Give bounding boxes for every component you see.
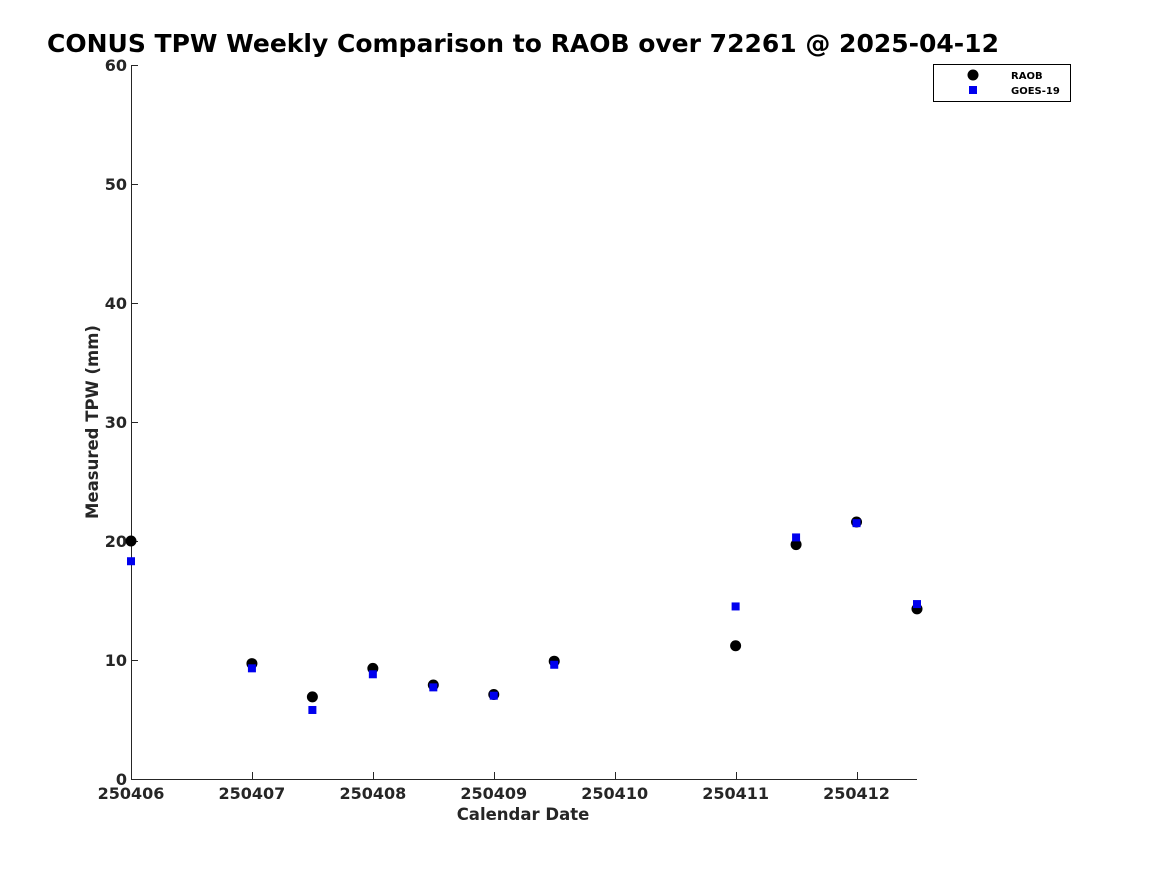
legend-box bbox=[933, 64, 1071, 102]
point-goes-19 bbox=[550, 660, 559, 669]
y-axis-label: Measured TPW (mm) bbox=[83, 325, 102, 519]
x-tick-label: 250410 bbox=[581, 784, 648, 803]
x-tick-label: 250407 bbox=[219, 784, 286, 803]
legend: RAOB GOES-19 bbox=[933, 64, 1071, 102]
x-tick-label: 250409 bbox=[460, 784, 527, 803]
point-goes-19 bbox=[127, 557, 135, 566]
point-goes-19 bbox=[792, 533, 801, 542]
point-goes-19 bbox=[913, 600, 921, 609]
point-raob bbox=[790, 539, 802, 551]
x-ticks: 250406 250407 250408 250409 250410 250411 2504… bbox=[98, 772, 890, 803]
point-goes-19 bbox=[247, 664, 256, 673]
point-raob bbox=[730, 640, 742, 652]
legend-marker-goes bbox=[969, 86, 977, 94]
y-ticks: 0 10 20 30 40 50 60 bbox=[105, 56, 138, 789]
data-points bbox=[125, 516, 923, 714]
point-goes-19 bbox=[368, 670, 377, 679]
point-raob bbox=[125, 535, 137, 547]
y-tick-label: 50 bbox=[105, 175, 127, 194]
x-tick-label: 250408 bbox=[339, 784, 406, 803]
point-goes-19 bbox=[308, 705, 317, 714]
x-axis-label: Calendar Date bbox=[457, 805, 590, 824]
legend-label-raob: RAOB bbox=[1011, 71, 1043, 82]
y-tick-label: 0 bbox=[116, 770, 127, 789]
y-tick-label: 60 bbox=[105, 56, 127, 75]
point-goes-19 bbox=[429, 683, 438, 692]
y-tick-label: 40 bbox=[105, 294, 127, 313]
point-raob bbox=[306, 691, 318, 703]
y-tick-label: 10 bbox=[105, 651, 127, 670]
y-tick-label: 30 bbox=[105, 413, 127, 432]
x-tick-label: 250406 bbox=[98, 784, 165, 803]
legend-label-goes: GOES-19 bbox=[1011, 86, 1060, 97]
point-goes-19 bbox=[731, 602, 740, 611]
chart-title: CONUS TPW Weekly Comparison to RAOB over… bbox=[47, 29, 999, 58]
legend-marker-raob bbox=[967, 69, 979, 81]
y-tick-label: 20 bbox=[105, 532, 127, 551]
point-goes-19 bbox=[852, 519, 861, 528]
point-goes-19 bbox=[489, 691, 498, 700]
x-tick-label: 250412 bbox=[823, 784, 890, 803]
x-tick-label: 250411 bbox=[702, 784, 769, 803]
